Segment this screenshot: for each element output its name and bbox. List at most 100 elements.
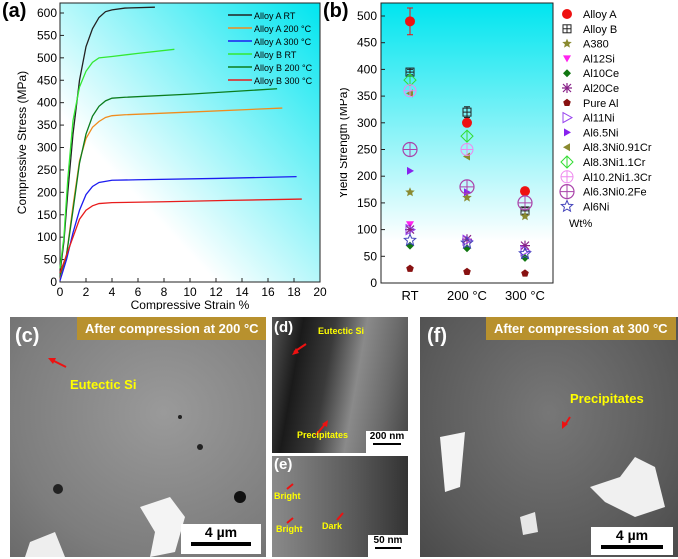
y-tick-label: 150 [37, 208, 57, 222]
y-tick-label: 450 [37, 73, 57, 87]
series-line [59, 88, 278, 276]
marker-plus [461, 143, 473, 156]
panel-label-a: (a) [2, 0, 27, 22]
x-tick-label: 300 °C [505, 288, 545, 303]
legend-label: Alloy A 300 °C [254, 37, 312, 47]
y-tick-label: 600 [37, 6, 57, 20]
legend-label: Alloy B 200 °C [254, 63, 313, 73]
marker-triangle-right-open [562, 111, 574, 124]
marker-plus [563, 24, 571, 33]
y-tick-label: 50 [44, 253, 58, 267]
legend-label: Alloy A RT [254, 11, 296, 21]
marker-star-open [560, 199, 574, 213]
legend-label: Al12Si [583, 53, 615, 65]
y-tick-label: 250 [357, 143, 377, 157]
x-tick-label: 12 [209, 285, 223, 299]
marker-triangle-right [564, 128, 571, 137]
banner-f: After compression at 300 °C [486, 317, 676, 340]
marker-star-open [460, 235, 474, 249]
marker-plus [463, 108, 471, 117]
y-tick-label: 350 [37, 118, 57, 132]
x-tick-label: 4 [109, 285, 116, 299]
legend-label: Al6.5Ni [583, 127, 618, 139]
marker-plus [560, 184, 574, 199]
marker-star [562, 38, 572, 48]
marker-asterisk [562, 83, 572, 93]
series-line [59, 48, 175, 269]
marker-star [520, 211, 530, 221]
x-tick-label: 10 [183, 285, 197, 299]
marker-plus [460, 179, 474, 194]
yield-strength-chart: 0 50 100 150 200 250 300 350 400 450 500 RT 200 °C 30… [340, 2, 652, 303]
x-tick-label: 14 [235, 285, 249, 299]
y-tick-label: 200 [357, 169, 377, 183]
y-tick-label: 300 [37, 141, 57, 155]
y-tick-label: 200 [37, 185, 57, 199]
y-tick-label: 100 [37, 230, 57, 244]
marker-pentagon [463, 267, 471, 276]
marker-triangle-down [563, 55, 571, 63]
scale-bar-d: 200 nm [366, 431, 408, 453]
legend-note: Wt% [569, 218, 592, 230]
panel-label-c: (c) [15, 325, 40, 347]
marker-triangle-right-open [405, 223, 417, 236]
marker-pentagon [563, 98, 571, 107]
y-tick-label: 100 [357, 223, 377, 237]
annotation-eutectic-si: Eutectic Si [70, 377, 137, 392]
legend-label: Alloy A 200 °C [254, 24, 312, 34]
x-tick-label: 20 [313, 285, 327, 299]
panel-label-f: (f) [427, 325, 447, 347]
y-tick-label: 500 [37, 51, 57, 65]
scale-label: 200 nm [369, 431, 405, 442]
y-tick-label: 550 [37, 28, 57, 42]
x-axis-label: Compressive Strain % [131, 298, 250, 310]
y-axis-label: Compressive Stress (MPa) [15, 71, 29, 214]
marker-star-open [518, 246, 532, 260]
legend-label: Alloy B 300 °C [254, 76, 313, 86]
legend-label: Al10Ce [583, 68, 619, 80]
marker-plus [561, 170, 573, 183]
y-tick-label: 150 [357, 196, 377, 210]
micrograph-d: (d) Eutectic Si Precipitates 200 nm [272, 317, 408, 453]
panel-label-b: (b) [323, 0, 349, 22]
marker-circle [520, 186, 530, 197]
marker-star [462, 192, 472, 202]
y-tick-label: 50 [364, 249, 378, 263]
micrograph-e: (e) Bright Bright Dark 50 nm [272, 456, 408, 557]
legend-label: Alloy A [583, 9, 617, 21]
x-tick-label: 8 [161, 285, 168, 299]
legend-label: Al6Ni [583, 201, 609, 213]
scale-label: 4 µm [615, 527, 649, 543]
panel-label-e: (e) [274, 456, 293, 473]
y-tick-label: 0 [370, 276, 377, 290]
marker-plus [518, 195, 532, 210]
y-tick-label: 500 [357, 9, 377, 23]
y-axis-label: Yield Strength (MPa) [340, 88, 350, 199]
marker-plus [403, 142, 417, 157]
legend-label: Alloy B [583, 24, 617, 36]
x-tick-label: 18 [287, 285, 301, 299]
marker-plus [404, 84, 416, 97]
marker-triangle-left [563, 143, 570, 152]
y-tick-label: 400 [357, 62, 377, 76]
legend-label: Pure Al [583, 98, 618, 110]
annotation-bright-2: Bright [276, 524, 303, 534]
marker-star [405, 187, 415, 197]
scale-bar-e: 50 nm [368, 535, 408, 557]
y-tick-label: 300 [357, 116, 377, 130]
legend-label: Al8.3Ni1.1Cr [583, 157, 646, 169]
annotation-eutectic-si-d: Eutectic Si [318, 326, 365, 336]
marker-triangle-left [463, 152, 470, 161]
panel-label-d: (d) [274, 319, 294, 336]
marker-triangle-right [407, 166, 414, 175]
x-tick-label: 16 [261, 285, 275, 299]
banner-c: After compression at 200 °C [77, 317, 266, 340]
legend-label: Al6.3Ni0.2Fe [583, 187, 647, 199]
marker-circle [405, 16, 415, 27]
legend-label: Alloy B RT [254, 50, 297, 60]
micrograph-f: (f) After compression at 300 °C Precipit… [420, 317, 678, 557]
y-tick-label: 400 [37, 96, 57, 110]
legend-label: Al20Ce [583, 83, 619, 95]
x-tick-label: 6 [135, 285, 142, 299]
